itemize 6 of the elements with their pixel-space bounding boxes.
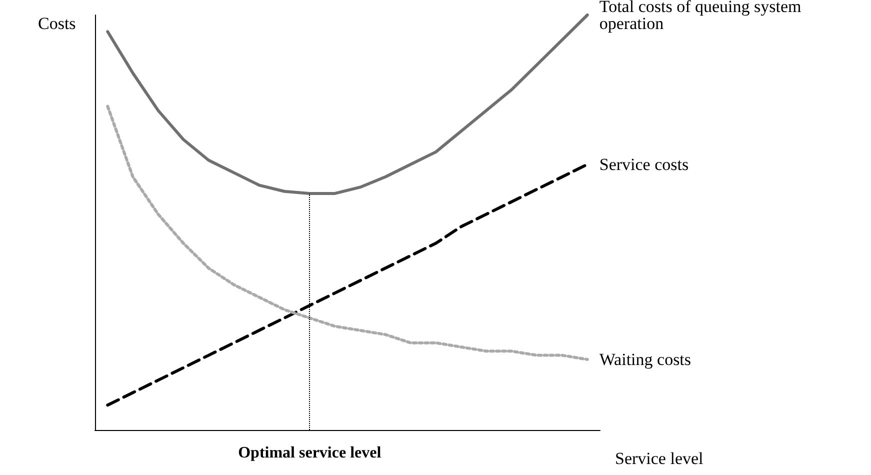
series-label: Total costs of queuing system operation	[599, 0, 806, 33]
y-axis-title: Costs	[38, 14, 76, 33]
series-label: Service costs	[599, 154, 689, 174]
series-label: Waiting costs	[599, 350, 692, 369]
x-axis-title: Service level	[615, 449, 704, 468]
text: Optimal service level	[238, 444, 382, 462]
